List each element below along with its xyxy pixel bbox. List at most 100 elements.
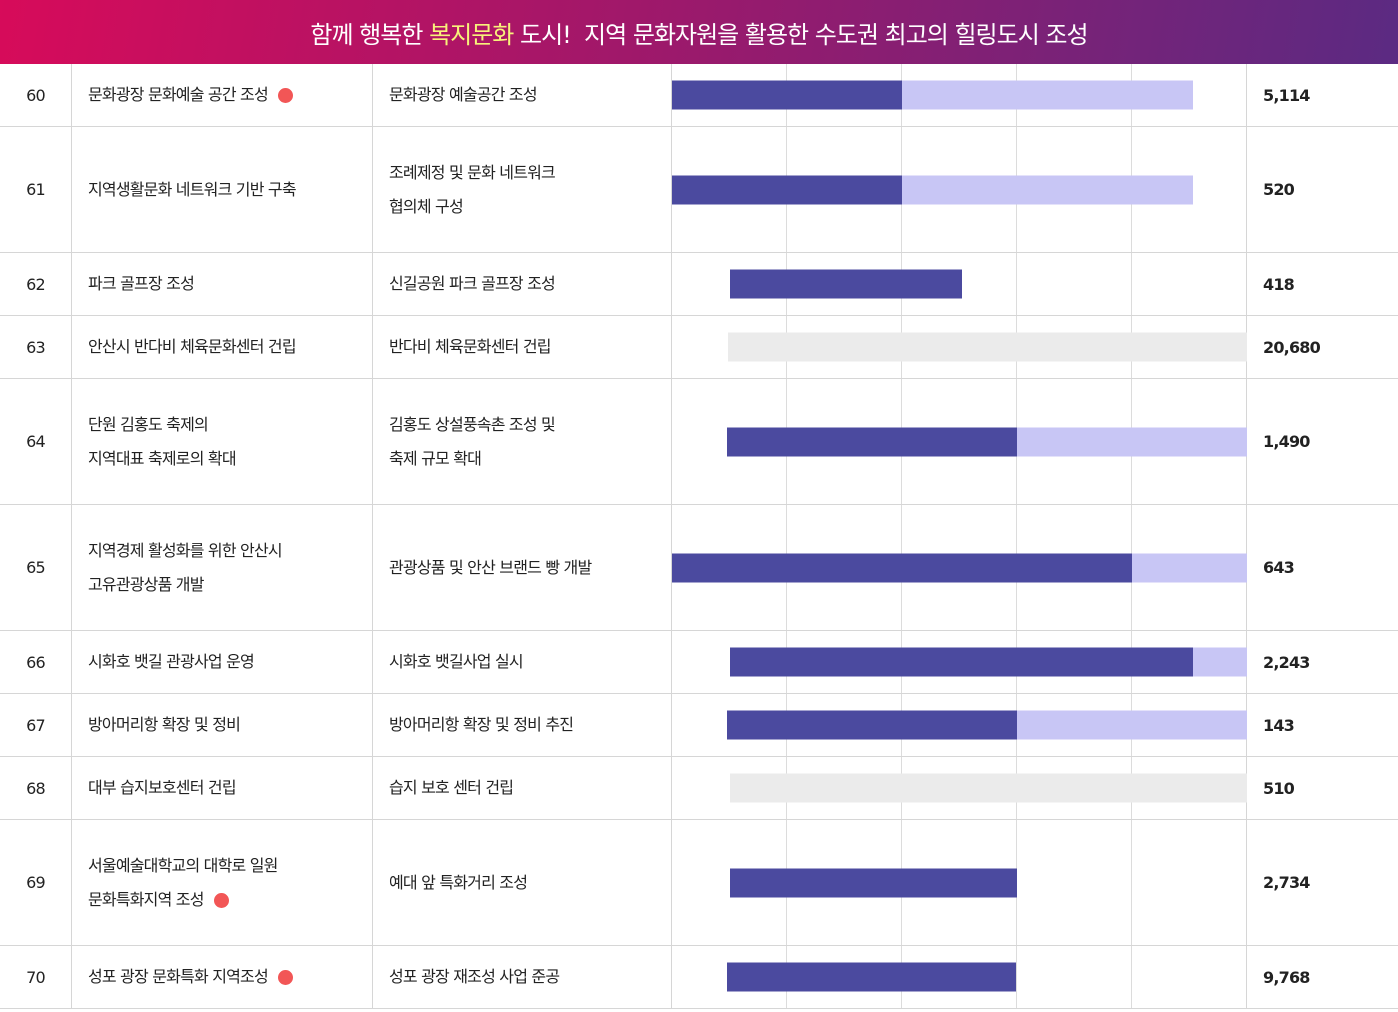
task-name-line: 방아머리항 확장 및 정비 추진 — [389, 715, 574, 734]
project-name-text: 안산시 반다비 체육문화센터 건립 — [88, 337, 297, 356]
priority-dot-icon — [277, 88, 293, 103]
project-name-text: 지역경제 활성화를 위한 안산시 — [88, 540, 283, 560]
timeline-cell — [672, 505, 1247, 630]
timeline-bar-done — [729, 269, 962, 299]
task-name: 문화광장 예술공간 조성 — [373, 64, 672, 126]
banner-highlight: 복지문화 — [429, 20, 514, 49]
row-number: 68 — [0, 757, 72, 819]
timeline-bar-planned — [1017, 710, 1247, 740]
project-name-text: 문화특화지역 조성 — [88, 889, 204, 909]
timeline-bar-done — [672, 175, 902, 204]
task-name-line: 김홍도 상설풍속촌 조성 및 — [389, 414, 556, 434]
task-name-line: 예대 앞 특화거리 조성 — [389, 872, 528, 892]
timeline-gridline — [1131, 946, 1132, 1008]
timeline-bar-pending — [729, 773, 1247, 803]
timeline-gridline — [1131, 253, 1132, 315]
banner-text-post: 도시! 지역 문화자원을 활용한 수도권 최고의 힐링도시 조성 — [513, 20, 1089, 49]
timeline-cell — [672, 379, 1247, 504]
timeline-gridline — [1131, 820, 1132, 945]
banner-text-pre: 함께 행복한 — [310, 20, 430, 49]
table-row: 61 지역생활문화 네트워크 기반 구축 조례제정 및 문화 네트워크 협의체 구성 5… — [0, 127, 1398, 253]
project-name-line: 대부 습지보호센터 건립 — [88, 771, 237, 805]
task-name: 반다비 체육문화센터 건립 — [373, 316, 672, 378]
timeline-bar-done — [672, 553, 1132, 582]
task-name-line: 반다비 체육문화센터 건립 — [389, 337, 552, 356]
budget-value: 1,490 — [1263, 432, 1310, 451]
table-row: 70 성포 광장 문화특화 지역조성 성포 광장 재조성 사업 준공 9,768 — [0, 946, 1398, 1009]
project-name-text: 성포 광장 문화특화 지역조성 — [88, 967, 269, 986]
row-number: 69 — [0, 820, 72, 945]
timeline-bar-done — [727, 427, 1017, 456]
row-number: 65 — [0, 505, 72, 630]
task-name: 관광상품 및 안산 브랜드 빵 개발 — [373, 505, 672, 630]
project-name-text: 방아머리항 확장 및 정비 — [88, 715, 241, 734]
budget-value: 5,114 — [1263, 85, 1310, 105]
timeline-cell — [672, 316, 1247, 378]
timeline-cell — [672, 946, 1247, 1008]
budget-value: 418 — [1263, 274, 1295, 294]
table-row: 67 방아머리항 확장 및 정비 방아머리항 확장 및 정비 추진 143 — [0, 694, 1398, 757]
task-name-line: 축제 규모 확대 — [389, 448, 482, 468]
timeline-bar-planned — [1192, 647, 1247, 677]
project-name-text: 지역생활문화 네트워크 기반 구축 — [88, 179, 297, 199]
row-number: 64 — [0, 379, 72, 504]
project-name: 방아머리항 확장 및 정비 — [72, 694, 373, 756]
row-number: 62 — [0, 253, 72, 315]
project-name-text: 단원 김홍도 축제의 — [88, 414, 209, 434]
timeline-cell — [672, 757, 1247, 819]
row-number: 66 — [0, 631, 72, 693]
budget-value: 2,243 — [1263, 652, 1310, 672]
project-name-text: 서울예술대학교의 대학로 일원 — [88, 855, 278, 875]
project-name-line: 지역생활문화 네트워크 기반 구축 — [88, 173, 297, 207]
task-name-line: 시화호 뱃길사업 실시 — [389, 652, 524, 671]
project-name: 대부 습지보호센터 건립 — [72, 757, 373, 819]
project-name-text: 대부 습지보호센터 건립 — [88, 778, 237, 797]
task-name-line: 조례제정 및 문화 네트워크 — [389, 162, 556, 182]
table-row: 68 대부 습지보호센터 건립 습지 보호 센터 건립 510 — [0, 757, 1398, 820]
timeline-bar-planned — [902, 175, 1193, 204]
task-name: 습지 보호 센터 건립 — [373, 757, 672, 819]
task-name-line: 문화광장 예술공간 조성 — [389, 85, 538, 104]
priority-dot-icon — [277, 970, 293, 985]
timeline-cell — [672, 694, 1247, 756]
project-name-line: 지역경제 활성화를 위한 안산시 — [88, 534, 283, 568]
budget-value: 143 — [1263, 715, 1295, 735]
task-name: 예대 앞 특화거리 조성 — [373, 820, 672, 945]
budget-value: 9,768 — [1263, 967, 1310, 987]
task-name-line: 성포 광장 재조성 사업 준공 — [389, 967, 560, 986]
project-name-text: 지역대표 축제로의 확대 — [88, 448, 237, 468]
project-name-line: 안산시 반다비 체육문화센터 건립 — [88, 330, 297, 364]
timeline-bar-done — [672, 80, 902, 110]
task-name: 시화호 뱃길사업 실시 — [373, 631, 672, 693]
task-name-line: 습지 보호 센터 건립 — [389, 778, 514, 797]
budget-value: 2,734 — [1263, 873, 1310, 892]
timeline-cell — [672, 253, 1247, 315]
timeline-gridline — [1016, 253, 1017, 315]
timeline-cell — [672, 820, 1247, 945]
budget-value: 510 — [1263, 778, 1295, 798]
task-name: 방아머리항 확장 및 정비 추진 — [373, 694, 672, 756]
project-name-text: 시화호 뱃길 관광사업 운영 — [88, 652, 255, 671]
timeline-cell — [672, 127, 1247, 252]
project-name: 지역생활문화 네트워크 기반 구축 — [72, 127, 373, 252]
project-name-line: 단원 김홍도 축제의 — [88, 408, 236, 442]
project-name: 안산시 반다비 체육문화센터 건립 — [72, 316, 373, 378]
row-number: 70 — [0, 946, 72, 1008]
project-name-line: 방아머리항 확장 및 정비 — [88, 708, 241, 742]
timeline-bar-planned — [1132, 553, 1247, 582]
task-name-line: 신길공원 파크 골프장 조성 — [389, 274, 556, 293]
project-name-text: 고유관광상품 개발 — [88, 574, 204, 594]
row-number: 63 — [0, 316, 72, 378]
budget-value: 643 — [1263, 558, 1295, 577]
project-name-line: 서울예술대학교의 대학로 일원 — [88, 849, 278, 883]
task-name-line: 협의체 구성 — [389, 196, 464, 216]
table-row: 62 파크 골프장 조성 신길공원 파크 골프장 조성 418 — [0, 253, 1398, 316]
project-name-line: 파크 골프장 조성 — [88, 267, 195, 301]
project-name: 시화호 뱃길 관광사업 운영 — [72, 631, 373, 693]
priority-dot-icon — [213, 892, 229, 908]
timeline-bar-planned — [1017, 427, 1247, 456]
